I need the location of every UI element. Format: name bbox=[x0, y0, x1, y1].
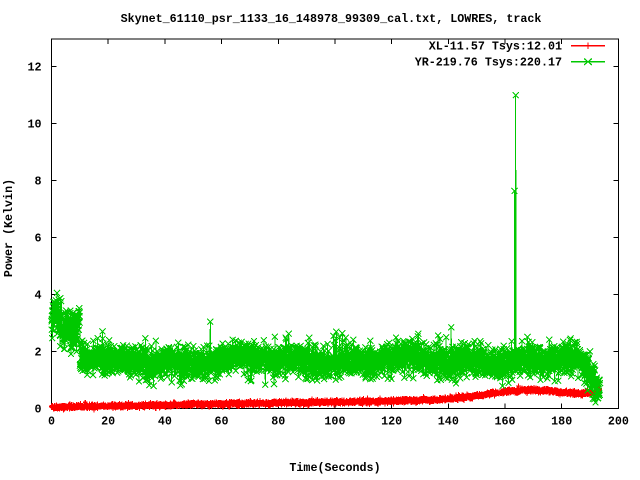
svg-text:Skynet_61110_psr_1133_16_14897: Skynet_61110_psr_1133_16_148978_99309_ca… bbox=[121, 12, 542, 26]
svg-text:140: 140 bbox=[438, 415, 459, 429]
svg-text:YR-219.76 Tsys:220.17: YR-219.76 Tsys:220.17 bbox=[415, 56, 562, 70]
svg-text:12: 12 bbox=[27, 61, 41, 75]
svg-text:160: 160 bbox=[494, 415, 515, 429]
svg-text:180: 180 bbox=[551, 415, 572, 429]
svg-text:10: 10 bbox=[27, 118, 41, 132]
svg-text:6: 6 bbox=[34, 232, 41, 246]
svg-text:Power (Kelvin): Power (Kelvin) bbox=[2, 179, 16, 277]
svg-text:200: 200 bbox=[608, 415, 629, 429]
svg-text:XL-11.57 Tsys:12.01: XL-11.57 Tsys:12.01 bbox=[429, 40, 562, 54]
svg-text:80: 80 bbox=[271, 415, 285, 429]
svg-text:120: 120 bbox=[381, 415, 402, 429]
svg-text:0: 0 bbox=[34, 403, 41, 417]
svg-text:60: 60 bbox=[215, 415, 229, 429]
svg-text:8: 8 bbox=[34, 175, 41, 189]
svg-text:100: 100 bbox=[324, 415, 345, 429]
svg-text:2: 2 bbox=[34, 346, 41, 360]
svg-text:0: 0 bbox=[48, 415, 55, 429]
svg-text:40: 40 bbox=[158, 415, 172, 429]
svg-text:4: 4 bbox=[34, 289, 41, 303]
svg-text:Time(Seconds): Time(Seconds) bbox=[289, 461, 380, 475]
svg-text:20: 20 bbox=[101, 415, 115, 429]
